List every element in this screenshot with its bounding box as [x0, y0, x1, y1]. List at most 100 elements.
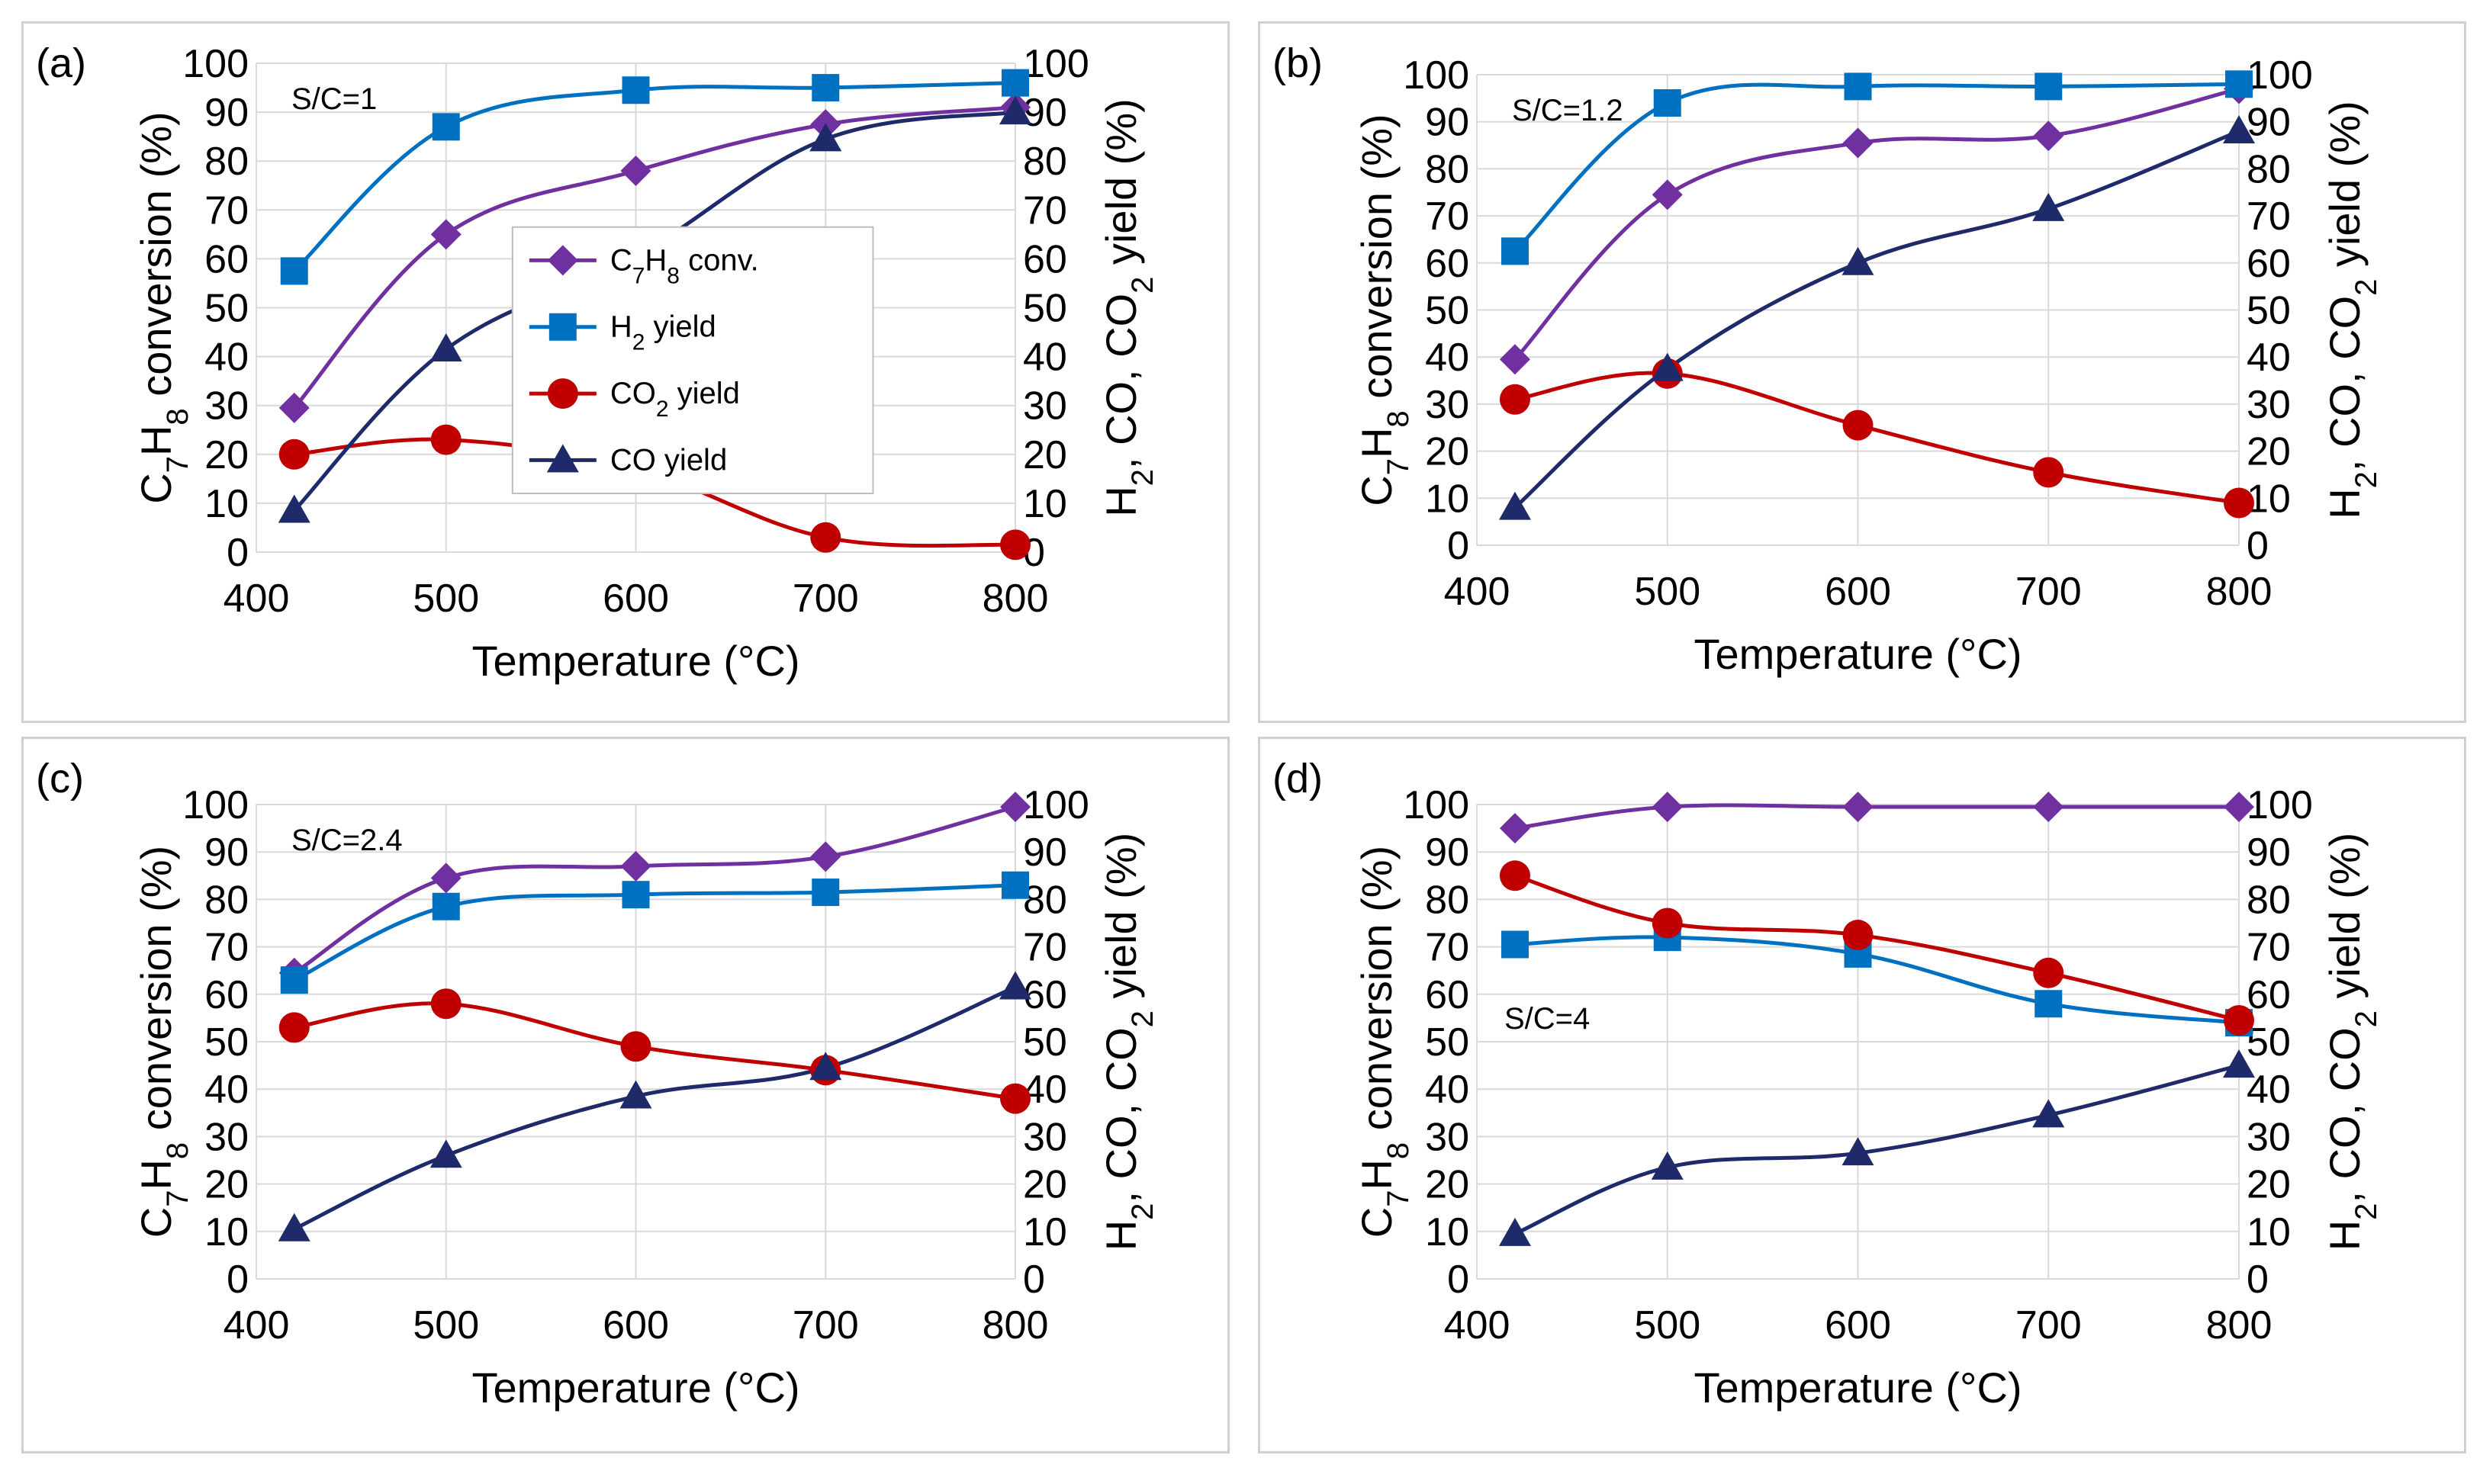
legend-label-co2: CO2 yield	[610, 377, 740, 422]
chart-panel-b: 0 0 10 10 20 20 30 30 40 40 50 50 60 60 70 70 80 80 90 90 10…	[1258, 21, 2466, 723]
data-point-h2	[280, 966, 308, 994]
data-point-c7h8	[430, 219, 462, 250]
y-tick-label: 60	[1425, 973, 1469, 1017]
y-tick-label: 50	[1425, 1020, 1469, 1065]
x-tick-label: 500	[1634, 570, 1700, 614]
data-point-c7h8	[620, 156, 651, 187]
data-point-co	[809, 1052, 842, 1081]
y-tick-label: 60	[1425, 242, 1469, 286]
y2-tick-label: 0	[2247, 1258, 2269, 1302]
x-axis-title: Temperature (°C)	[471, 637, 799, 685]
y-tick-label: 30	[1425, 383, 1469, 427]
data-point-co	[999, 971, 1031, 1000]
data-point-co2	[278, 1012, 310, 1043]
y-tick-label: 60	[204, 237, 249, 281]
gridlines	[1476, 804, 2240, 1280]
y-tick-label: 90	[204, 91, 249, 135]
legend-marker-c7h8	[547, 245, 578, 276]
data-point-h2	[1844, 72, 1872, 101]
series-markers-co	[1498, 1049, 2255, 1246]
y2-tick-label: 40	[1023, 1068, 1067, 1112]
series-markers-c7h8	[1499, 792, 2254, 844]
y2-tick-label: 20	[1023, 1163, 1067, 1207]
y2-tick-label: 90	[1023, 91, 1067, 135]
legend: C7H8 conv. H2 yield CO2 yield CO yield	[511, 226, 874, 495]
series-line-c7h8	[1514, 803, 2239, 830]
data-point-c7h8	[1842, 127, 1874, 159]
series-markers-co	[1498, 115, 2255, 520]
data-point-co2	[2224, 1005, 2254, 1036]
data-point-c7h8	[2033, 792, 2064, 823]
y2-tick-label: 80	[2247, 878, 2291, 922]
data-point-c7h8	[430, 862, 462, 894]
data-point-c7h8	[1652, 792, 1683, 823]
data-point-co	[2223, 1049, 2255, 1078]
x-tick-label: 800	[2206, 570, 2273, 614]
sc-ratio-annotation: S/C=1.2	[1512, 94, 1623, 127]
data-point-co2	[2033, 957, 2064, 988]
data-point-h2	[1002, 69, 1029, 97]
sc-ratio-annotation: S/C=2.4	[291, 824, 403, 857]
y2-axis-title: H2, CO, CO2 yield (%)	[2321, 833, 2383, 1251]
data-point-c7h8	[1000, 792, 1031, 823]
data-point-h2	[1501, 237, 1529, 265]
data-point-co2	[278, 438, 310, 470]
y-tick-label: 0	[227, 1258, 249, 1302]
x-tick-label: 600	[603, 1303, 669, 1347]
data-point-co	[1842, 1137, 1874, 1166]
y-tick-label: 30	[204, 384, 249, 429]
y-tick-label: 80	[1425, 878, 1469, 922]
y2-tick-label: 100	[1023, 783, 1089, 827]
data-point-co2	[1499, 384, 1530, 415]
y-tick-label: 10	[1425, 1210, 1469, 1254]
chart-panel-d: 0 0 10 10 20 20 30 30 40 40 50 50 60 60 70 70 80 80 90 90 10…	[1258, 737, 2466, 1453]
series-line-h2	[1513, 82, 2240, 253]
y2-axis-title: H2, CO, CO2 yield (%)	[1097, 98, 1160, 517]
data-point-c7h8	[2224, 792, 2254, 823]
x-tick-label: 800	[983, 1303, 1049, 1347]
chart-panel-c: 0 0 10 10 20 20 30 30 40 40 50 50 60 60 70 70 80 80 90 90 10…	[21, 737, 1230, 1453]
x-tick-label: 800	[2206, 1303, 2273, 1347]
y-tick-label: 90	[204, 830, 249, 875]
y2-tick-label: 30	[1023, 384, 1067, 429]
legend-label-co: CO yield	[610, 443, 727, 477]
x-tick-label: 700	[2015, 1303, 2082, 1347]
y2-tick-label: 20	[2247, 430, 2291, 474]
data-point-c7h8	[1652, 179, 1683, 210]
y-tick-label: 80	[204, 878, 249, 922]
x-tick-label: 700	[2015, 570, 2082, 614]
x-tick-label: 600	[603, 577, 669, 621]
data-point-h2	[622, 881, 650, 909]
y-tick-label: 20	[1425, 430, 1469, 474]
series-markers-co2	[1499, 860, 2254, 1036]
y-tick-label: 70	[204, 188, 249, 233]
data-point-c7h8	[810, 841, 841, 872]
y-tick-label: 0	[227, 531, 249, 575]
y-tick-label: 20	[204, 1163, 249, 1207]
y-tick-label: 50	[204, 287, 249, 331]
y-tick-label: 0	[1447, 1258, 1469, 1302]
series-markers-co2	[1499, 358, 2254, 519]
legend-marker-co2	[547, 378, 578, 410]
y2-tick-label: 40	[2247, 336, 2291, 380]
y2-tick-label: 70	[1023, 926, 1067, 970]
data-point-c7h8	[620, 850, 651, 882]
series-markers-h2	[1501, 923, 2253, 1037]
y2-tick-label: 30	[2247, 383, 2291, 427]
y-tick-label: 40	[1425, 1068, 1469, 1112]
x-tick-label: 500	[413, 577, 479, 621]
data-point-h2	[1653, 89, 1681, 117]
y2-tick-label: 50	[2247, 1020, 2291, 1065]
data-point-co	[2032, 1099, 2065, 1128]
y2-tick-label: 100	[2247, 783, 2313, 827]
y-tick-label: 100	[1403, 53, 1469, 98]
data-point-co2	[2224, 487, 2254, 519]
y-tick-label: 50	[1425, 289, 1469, 333]
series-line-c7h8	[1513, 87, 2240, 361]
y2-tick-label: 60	[1023, 237, 1067, 281]
y-tick-label: 20	[1425, 1163, 1469, 1207]
y2-tick-label: 80	[2247, 147, 2291, 191]
data-point-co2	[1842, 920, 1874, 951]
data-point-h2	[280, 257, 308, 285]
